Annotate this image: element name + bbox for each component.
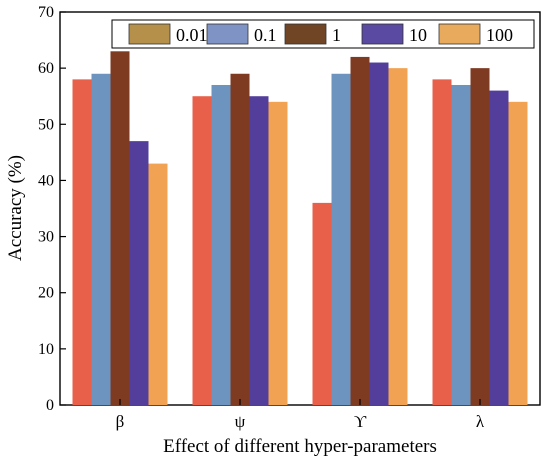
x-axis-label: Effect of different hyper-parameters <box>163 436 437 457</box>
y-tick-label: 70 <box>38 4 54 21</box>
x-tick-label: ψ <box>235 412 246 431</box>
legend-label: 100 <box>486 25 513 45</box>
x-tick-label: ϒ <box>354 412 367 431</box>
bar <box>268 101 288 405</box>
bar <box>110 51 130 406</box>
bars-group <box>72 51 528 406</box>
bar <box>192 96 212 405</box>
bar <box>432 79 452 405</box>
legend-swatch <box>361 23 404 45</box>
y-tick-label: 20 <box>38 285 54 302</box>
legend-label: 10 <box>409 25 427 45</box>
y-tick-label: 10 <box>38 341 54 358</box>
bar <box>72 79 92 405</box>
bar <box>388 68 408 406</box>
legend-label: 1 <box>332 25 341 45</box>
bar <box>451 84 471 405</box>
bar <box>489 90 509 405</box>
bar <box>230 73 250 405</box>
y-tick-label: 0 <box>46 397 54 414</box>
y-axis-label: Accuracy (%) <box>5 155 26 261</box>
bar <box>91 73 111 405</box>
x-tick-label: β <box>116 412 125 431</box>
legend-label: 0.01 <box>176 25 208 45</box>
bar <box>129 141 149 405</box>
bar <box>331 73 351 405</box>
legend-swatch <box>438 23 481 45</box>
legend-label: 0.1 <box>254 25 277 45</box>
bar <box>350 56 370 406</box>
legend-swatch <box>284 23 327 45</box>
bar <box>508 101 528 405</box>
bar <box>312 202 332 405</box>
x-tick-label: λ <box>476 412 485 431</box>
y-tick-label: 60 <box>38 60 54 77</box>
y-tick-label: 50 <box>38 116 54 133</box>
y-tick-label: 40 <box>38 172 54 189</box>
legend-swatch <box>128 23 171 45</box>
y-tick-label: 30 <box>38 229 54 246</box>
bar <box>211 84 231 405</box>
legend-swatch <box>206 23 249 45</box>
bar <box>470 68 490 406</box>
bar <box>249 96 269 405</box>
y-axis: 0 10 20 30 40 50 60 70 <box>38 4 66 414</box>
legend: 0.01 0.1 1 10 100 <box>111 19 535 49</box>
bar <box>148 163 168 405</box>
bar <box>369 62 389 406</box>
